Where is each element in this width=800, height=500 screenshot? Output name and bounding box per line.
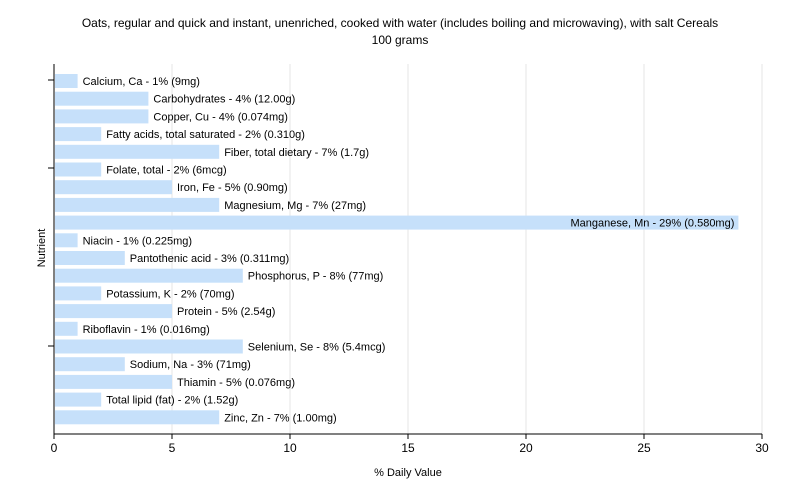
grid-lines — [171, 64, 763, 434]
bar-17 — [55, 374, 172, 389]
x-tick-label-1: 5 — [169, 441, 176, 455]
bar-7 — [55, 197, 220, 212]
bar-label-17: Thiamin - 5% (0.076mg) — [177, 377, 295, 389]
x-tick-label-4: 20 — [519, 441, 533, 455]
bar-label-10: Pantothenic acid - 3% (0.311mg) — [130, 253, 289, 265]
bar-label-4: Fiber, total dietary - 7% (1.7g) — [224, 147, 369, 159]
bar-label-15: Selenium, Se - 8% (5.4mcg) — [248, 342, 386, 354]
x-tick-label-3: 15 — [401, 441, 415, 455]
bar-label-2: Copper, Cu - 4% (0.074mg) — [153, 111, 288, 123]
bar-label-14: Riboflavin - 1% (0.016mg) — [83, 324, 210, 336]
bar-11 — [55, 268, 243, 283]
bar-2 — [55, 109, 149, 124]
bar-12 — [55, 286, 102, 301]
x-tick-label-5: 25 — [637, 441, 651, 455]
y-axis-title: Nutrient — [36, 229, 48, 268]
axes: 0 5 10 15 20 25 30 — [48, 64, 769, 455]
bars: Calcium, Ca - 1% (9mg) Carbohydrates - 4%… — [55, 74, 739, 425]
bar-label-3: Fatty acids, total saturated - 2% (0.310… — [106, 129, 305, 141]
bar-14 — [55, 321, 78, 336]
bar-10 — [55, 251, 125, 265]
chart-subtitle: 100 grams — [372, 33, 429, 47]
bar-label-6: Iron, Fe - 5% (0.90mg) — [177, 182, 288, 194]
bar-4 — [55, 144, 220, 159]
bar-label-1: Carbohydrates - 4% (12.00g) — [153, 94, 295, 106]
bar-6 — [55, 180, 172, 195]
bar-3 — [55, 127, 102, 142]
bar-13 — [55, 304, 172, 319]
bar-label-13: Protein - 5% (2.54g) — [177, 306, 275, 318]
bar-label-9: Niacin - 1% (0.225mg) — [83, 235, 192, 247]
bar-label-16: Sodium, Na - 3% (71mg) — [130, 359, 251, 371]
x-tick-label-0: 0 — [51, 441, 58, 455]
bar-label-8: Manganese, Mn - 29% (0.580mg) — [571, 218, 735, 230]
x-tick-label-2: 10 — [283, 441, 297, 455]
bar-label-0: Calcium, Ca - 1% (9mg) — [83, 76, 200, 88]
bar-label-18: Total lipid (fat) - 2% (1.52g) — [106, 395, 238, 407]
bar-0 — [55, 74, 78, 88]
bar-label-11: Phosphorus, P - 8% (77mg) — [248, 271, 384, 283]
bar-15 — [55, 339, 243, 354]
chart-title: Oats, regular and quick and instant, une… — [82, 16, 718, 30]
x-axis-title: % Daily Value — [374, 467, 442, 479]
bar-9 — [55, 233, 78, 248]
bar-5 — [55, 162, 102, 177]
bar-label-12: Potassium, K - 2% (70mg) — [106, 288, 234, 300]
bar-label-19: Zinc, Zn - 7% (1.00mg) — [224, 412, 336, 424]
bar-label-5: Folate, total - 2% (6mcg) — [106, 165, 226, 177]
bar-1 — [55, 91, 149, 106]
bar-label-7: Magnesium, Mg - 7% (27mg) — [224, 200, 366, 212]
bar-19 — [55, 410, 220, 425]
bar-16 — [55, 357, 125, 372]
bar-8 — [55, 215, 739, 230]
x-tick-label-6: 30 — [755, 441, 769, 455]
bar-18 — [55, 392, 102, 407]
